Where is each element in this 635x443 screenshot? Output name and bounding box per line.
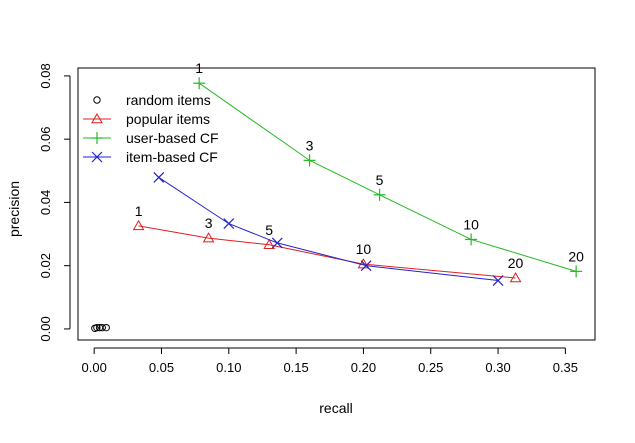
point-label: 20 (508, 255, 524, 271)
point-label: 5 (376, 172, 384, 188)
legend-marker (93, 96, 101, 104)
data-point (93, 323, 101, 332)
legend-item: user-based CF (83, 130, 219, 146)
point-label: 1 (135, 203, 143, 219)
data-point (102, 323, 110, 332)
x-axis-label: recall (319, 400, 352, 416)
legend-item: item-based CF (83, 149, 218, 165)
data-point (193, 77, 206, 90)
y-tick-label: 0.02 (38, 253, 53, 278)
x-tick-label: 0.10 (216, 360, 241, 375)
legend-label: item-based CF (126, 149, 218, 165)
series-item-based-cf (153, 172, 504, 286)
data-point (98, 323, 106, 332)
point-label: 5 (265, 222, 273, 238)
data-point (303, 154, 316, 167)
point-label: 10 (463, 216, 479, 232)
data-point (373, 188, 386, 201)
legend: random items popular items user-based CF it… (83, 92, 219, 165)
y-tick-label: 0.06 (38, 127, 53, 152)
legend-label: popular items (126, 111, 210, 127)
data-point (223, 218, 235, 230)
y-tick-label: 0.04 (38, 190, 53, 215)
point-label: 1 (195, 60, 203, 76)
data-point (271, 237, 283, 249)
x-tick-label: 0.35 (553, 360, 578, 375)
x-tick-label: 0.00 (82, 360, 107, 375)
x-tick-label: 0.25 (418, 360, 443, 375)
series-user-based-cf: 1 3 5 10 20 (193, 60, 584, 278)
data-point (153, 172, 165, 183)
y-axis: 0.00 0.02 0.04 0.06 0.08 (38, 63, 71, 342)
legend-label: user-based CF (126, 130, 219, 146)
point-label: 3 (306, 137, 314, 153)
series-popular-items: 1 3 5 10 20 (132, 203, 524, 283)
series-random-items (91, 323, 110, 332)
point-label: 10 (356, 241, 372, 257)
data-point (132, 219, 145, 231)
data-point (202, 232, 215, 243)
legend-item: random items (93, 92, 211, 108)
legend-label: random items (126, 92, 211, 108)
legend-marker (91, 132, 103, 144)
legend-marker (91, 112, 103, 124)
y-axis-label: precision (6, 181, 22, 237)
y-tick-label: 0.00 (38, 316, 53, 341)
plot-frame (77, 67, 596, 341)
data-point (570, 265, 583, 278)
data-point (263, 238, 276, 250)
data-point (465, 233, 478, 246)
series-layer: 1 3 5 10 20 1 3 5 10 20 (91, 60, 584, 332)
point-label: 20 (568, 248, 584, 264)
x-tick-label: 0.05 (149, 360, 174, 375)
data-point (492, 275, 504, 286)
data-point (360, 260, 372, 272)
x-tick-label: 0.15 (283, 360, 308, 375)
point-label: 3 (205, 215, 213, 231)
x-axis: 0.00 0.05 0.10 0.15 0.20 0.25 0.30 0.35 (82, 347, 578, 375)
legend-item: popular items (83, 111, 210, 127)
legend-marker (91, 151, 103, 163)
series-line (138, 225, 516, 279)
x-tick-label: 0.20 (351, 360, 376, 375)
x-tick-label: 0.30 (485, 360, 510, 375)
data-point (509, 272, 522, 283)
y-tick-label: 0.08 (38, 63, 53, 88)
